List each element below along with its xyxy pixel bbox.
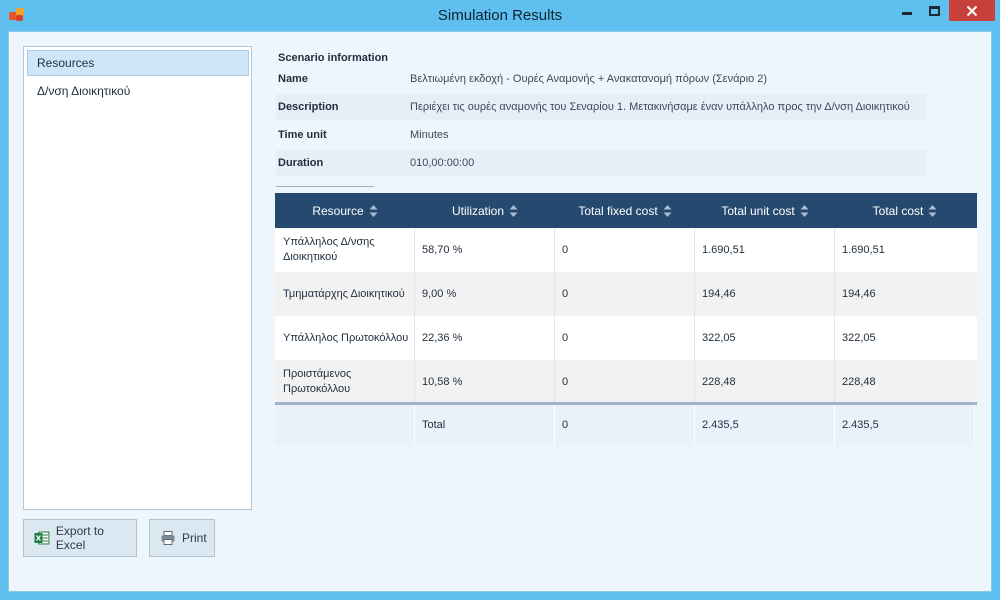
cell-total-cost: 194,46 [842, 288, 876, 300]
column-header-utilization[interactable]: Utilization [415, 193, 555, 228]
column-header-total-fixed-cost[interactable]: Total fixed cost [555, 193, 695, 228]
total-cell-resource [275, 405, 415, 445]
cell-total-fixed-cost: 0 [555, 316, 695, 360]
excel-icon [34, 531, 50, 545]
title-bar[interactable]: Simulation Results [0, 0, 1000, 31]
cell-total-cost: 322,05 [842, 332, 876, 344]
cell-resource: Προιστάμενος Πρωτοκόλλου [275, 360, 415, 404]
info-divider [276, 186, 374, 187]
cell-total-unit-cost: 1.690,51 [695, 228, 835, 272]
scenario-description-value: Περιέχει τις ουρές αναμονής του Σεναρίου… [410, 101, 910, 113]
maximize-icon [928, 5, 940, 16]
close-icon [966, 5, 978, 16]
column-header-label: Total fixed cost [578, 203, 658, 218]
cell-total-cost: 228,48 [842, 376, 876, 388]
minimize-icon [902, 12, 912, 15]
cell-utilization: 22,36 % [415, 316, 555, 360]
scenario-duration-row: Duration 010,00:00:00 [276, 150, 926, 176]
sort-icon [800, 204, 809, 217]
scenario-time-unit-row: Time unit Minutes [276, 122, 926, 148]
cell-utilization: 10,58 % [415, 360, 555, 404]
total-label: Total [415, 405, 555, 445]
export-to-excel-label: Export to Excel [55, 524, 104, 552]
cell-resource: Υπάλληλος Πρωτοκόλλου [275, 316, 415, 360]
maximize-button[interactable] [921, 0, 947, 21]
app-icon [9, 8, 24, 21]
column-header-label: Resource [312, 203, 364, 218]
printer-icon [161, 531, 175, 545]
cell-total-unit-cost: 322,05 [695, 316, 835, 360]
sort-icon [369, 204, 378, 217]
print-label: Print [182, 531, 207, 545]
sort-icon [509, 204, 518, 217]
table-row[interactable]: Υπάλληλος Πρωτοκόλλου 22,36 % 0 322,05 3… [275, 316, 977, 360]
window-title: Simulation Results [437, 7, 563, 24]
cell-utilization: 9,00 % [415, 272, 555, 316]
total-divider [275, 402, 977, 405]
total-fixed-cost: 0 [555, 405, 695, 445]
column-header-total-unit-cost[interactable]: Total unit cost [695, 193, 835, 228]
total-unit-cost: 2.435,5 [695, 405, 835, 445]
cell-total-cost: 1.690,51 [842, 244, 885, 256]
cell-total-unit-cost: 228,48 [695, 360, 835, 404]
column-header-total-cost[interactable]: Total cost [835, 193, 975, 228]
sidebar-list: Resources Δ/νση Διοικητικού [23, 46, 252, 510]
scenario-information-heading: Scenario information [278, 52, 389, 64]
scenario-duration-value: 010,00:00:00 [410, 157, 475, 169]
cell-total-fixed-cost: 0 [555, 360, 695, 404]
minimize-button[interactable] [894, 0, 920, 21]
scenario-description-label: Description [278, 101, 339, 113]
column-header-label: Utilization [451, 203, 505, 218]
export-to-excel-button[interactable]: Export to Excel [23, 519, 137, 557]
column-header-label: Total cost [872, 203, 924, 218]
scenario-time-unit-value: Minutes [410, 129, 449, 141]
scenario-duration-label: Duration [278, 157, 324, 169]
table-row[interactable]: Προιστάμενος Πρωτοκόλλου 10,58 % 0 228,4… [275, 360, 977, 404]
scenario-name-label: Name [278, 73, 308, 85]
cell-total-fixed-cost: 0 [555, 272, 695, 316]
cell-resource: Τμηματάρχης Διοικητικού [275, 272, 415, 316]
client-area: Resources Δ/νση Διοικητικού Export to Ex… [8, 31, 992, 592]
sort-icon [928, 204, 937, 217]
cell-resource: Υπάλληλος Δ/νσης Διοικητικού [275, 228, 415, 272]
cell-total-unit-cost: 194,46 [695, 272, 835, 316]
table-total-row: Total 0 2.435,5 2.435,5 [275, 405, 977, 445]
sidebar-item-dnsi-dioikitikou[interactable]: Δ/νση Διοικητικού [37, 84, 131, 98]
column-header-resource[interactable]: Resource [275, 193, 415, 228]
scenario-time-unit-label: Time unit [278, 129, 327, 141]
sort-icon [663, 204, 672, 217]
total-cost: 2.435,5 [835, 405, 975, 445]
print-button[interactable]: Print [149, 519, 215, 557]
cell-total-fixed-cost: 0 [555, 228, 695, 272]
sidebar-item-resources[interactable]: Resources [27, 50, 249, 76]
scenario-name-value: Βελτιωμένη εκδοχή - Ουρές Αναμονής + Ανα… [410, 73, 768, 85]
column-header-label: Total unit cost [721, 203, 795, 218]
scenario-name-row: Name Βελτιωμένη εκδοχή - Ουρές Αναμονής … [276, 66, 926, 92]
table-header: Resource Utilization Total fixed cost To… [275, 193, 977, 228]
table-row[interactable]: Υπάλληλος Δ/νσης Διοικητικού 58,70 % 0 1… [275, 228, 977, 272]
cell-utilization: 58,70 % [415, 228, 555, 272]
scenario-description-row: Description Περιέχει τις ουρές αναμονής … [276, 94, 926, 120]
table-row[interactable]: Τμηματάρχης Διοικητικού 9,00 % 0 194,46 … [275, 272, 977, 316]
close-button[interactable] [949, 0, 995, 21]
